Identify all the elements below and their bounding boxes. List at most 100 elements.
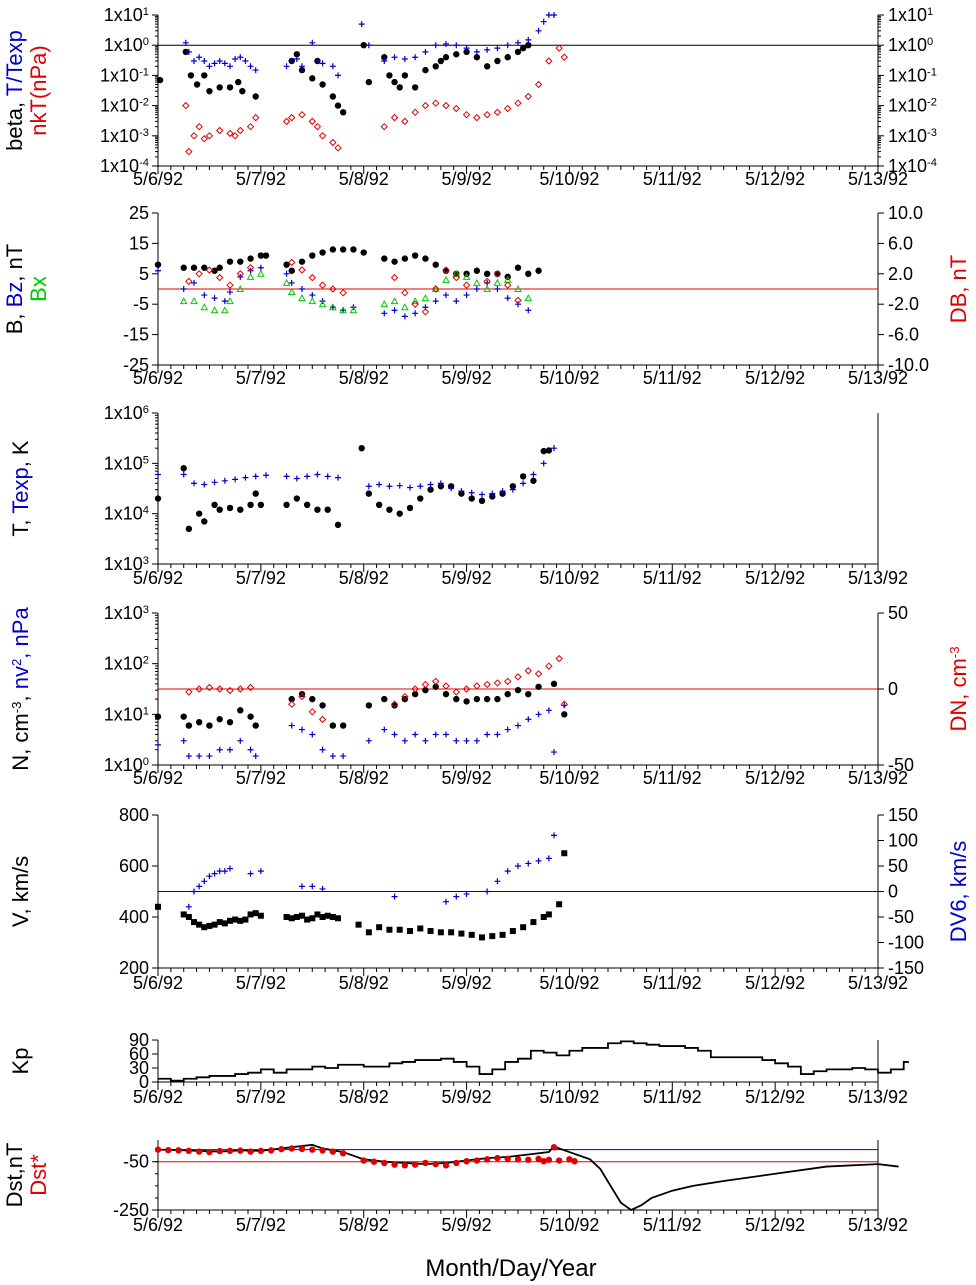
data-point [411, 685, 419, 693]
data-point [391, 307, 398, 314]
data-point [319, 249, 326, 256]
y-tick-label: 600 [119, 856, 149, 876]
data-point [551, 445, 557, 452]
data-point [452, 269, 461, 277]
y-tick-label: 1x104 [104, 504, 149, 524]
data-point [298, 258, 306, 265]
data-point [494, 695, 501, 703]
data-point [453, 298, 460, 305]
data-point [525, 270, 532, 277]
data-point [391, 78, 398, 86]
data-point [514, 284, 522, 292]
data-point [422, 737, 429, 744]
data-point [551, 832, 557, 839]
data-point [205, 683, 214, 692]
x-tick-label: 5/10/92 [539, 169, 599, 189]
data-point [401, 313, 408, 320]
data-point [319, 60, 326, 67]
y2-tick-label: 10.0 [888, 203, 923, 223]
data-point [407, 484, 413, 491]
y2-tick-label: 1x10-4 [888, 156, 937, 176]
y2-tick-label: -50 [888, 755, 914, 775]
y-axis-label: B, Bz, nT [2, 244, 27, 335]
data-point [247, 255, 254, 262]
x-tick-label: 5/9/92 [442, 568, 492, 588]
x-tick-label: 5/7/92 [236, 368, 286, 388]
data-point [246, 272, 255, 280]
data-point [545, 57, 553, 65]
data-point [206, 722, 213, 729]
data-point [534, 80, 543, 89]
data-point [179, 297, 188, 305]
data-point [514, 264, 522, 271]
data-point [442, 54, 450, 61]
y-axis-label: Dst,nT [2, 1143, 27, 1208]
data-point [201, 292, 208, 299]
data-point [504, 677, 512, 686]
data-point [206, 63, 213, 70]
data-point [324, 506, 331, 513]
data-point [334, 144, 342, 152]
data-point [206, 1148, 213, 1156]
data-point [432, 683, 439, 690]
data-point [494, 731, 501, 738]
data-point [540, 460, 547, 467]
data-point [288, 267, 295, 274]
data-point [298, 1145, 306, 1153]
x-tick-label: 5/11/92 [643, 1087, 702, 1107]
y2-tick-label: 100 [888, 831, 918, 851]
y2-axis-label: DN, cm-3 [946, 646, 971, 731]
data-point [514, 686, 522, 694]
data-point [278, 1145, 285, 1153]
x-tick-label: 5/6/92 [133, 568, 183, 588]
data-point [309, 39, 316, 46]
y-tick-label: 400 [119, 907, 149, 927]
data-point [257, 912, 264, 919]
series-1 [154, 1144, 578, 1169]
data-point [257, 264, 264, 271]
data-point [232, 55, 239, 62]
y2-axis-label: DV6, km/s [946, 841, 971, 942]
data-point [437, 929, 444, 936]
data-point [236, 270, 244, 278]
data-point [515, 722, 521, 729]
data-point [453, 737, 460, 744]
y2-tick-label: 50 [888, 603, 908, 623]
data-point [257, 501, 265, 509]
data-point [463, 292, 470, 299]
data-point [530, 919, 537, 926]
data-point [252, 490, 259, 497]
data-point [468, 489, 475, 496]
data-point [448, 485, 455, 492]
data-point [154, 1146, 162, 1153]
data-point [180, 264, 187, 271]
x-tick-label: 5/9/92 [442, 1215, 492, 1235]
data-point [365, 929, 372, 936]
data-point [155, 267, 161, 274]
series-0 [154, 444, 553, 533]
data-point [201, 72, 208, 79]
data-point [499, 488, 506, 495]
data-point [520, 480, 527, 487]
data-point [463, 698, 470, 705]
data-point [339, 246, 347, 253]
y-tick-label: 1x10-1 [100, 65, 149, 85]
data-point [381, 695, 388, 703]
data-point [525, 716, 532, 723]
data-point [422, 48, 429, 55]
data-point [293, 495, 301, 502]
data-point [442, 1162, 450, 1169]
data-point [411, 297, 419, 305]
data-point [257, 269, 265, 277]
data-point [216, 685, 224, 693]
data-point [283, 63, 290, 70]
data-point [463, 737, 470, 744]
data-point [329, 1148, 337, 1155]
data-point [437, 57, 445, 65]
data-point [314, 471, 321, 478]
data-point [293, 55, 300, 62]
x-tick-label: 5/11/92 [643, 368, 702, 388]
x-tick-label: 5/11/92 [643, 973, 702, 993]
series-0 [154, 246, 542, 281]
data-point [493, 108, 502, 117]
